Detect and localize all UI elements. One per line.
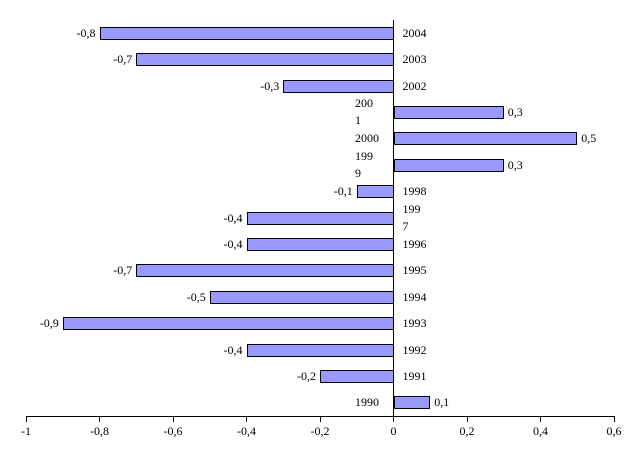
- x-tick: [246, 417, 247, 422]
- x-tick-label: 0: [390, 424, 397, 438]
- year-label-1998: 1998: [402, 184, 427, 199]
- x-tick-label: -0,2: [310, 424, 330, 438]
- value-label-2002: -0,3: [260, 78, 280, 93]
- value-label-1993: -0,9: [39, 316, 59, 331]
- year-label-2002: 2002: [402, 78, 427, 93]
- bar-2000: [393, 132, 578, 146]
- bar-2003: [136, 53, 394, 67]
- year-label-1992: 1992: [402, 342, 427, 357]
- year-label-1997: 199 7: [402, 202, 421, 233]
- value-label-1991: -0,2: [297, 368, 316, 383]
- year-label-2003: 2003: [402, 52, 427, 67]
- bar-2002: [283, 79, 394, 93]
- year-label-1994: 1994: [402, 289, 427, 304]
- year-label-1990: 1990: [355, 395, 379, 410]
- value-label-2004: -0,8: [76, 25, 96, 40]
- x-tick: [25, 417, 27, 422]
- x-tick-label: -0,6: [163, 424, 183, 438]
- value-label-2000: 0,5: [581, 131, 597, 146]
- zero-axis-line: [393, 20, 394, 416]
- value-label-1990: 0,1: [434, 395, 450, 410]
- x-tick: [540, 417, 541, 422]
- value-label-2003: -0,7: [113, 52, 133, 67]
- x-tick: [99, 417, 100, 422]
- year-label-2000: 2000: [355, 131, 379, 146]
- x-tick-label: -0,4: [237, 424, 256, 438]
- x-axis-line: [26, 416, 615, 417]
- bar-2004: [99, 26, 394, 40]
- value-label-1997: -0,4: [223, 210, 243, 225]
- bar-1991: [320, 369, 394, 383]
- bar-1998: [356, 185, 394, 199]
- value-label-1998: -0,1: [333, 184, 353, 199]
- x-tick-label: 0,4: [533, 424, 548, 438]
- x-tick-label: 0,6: [606, 424, 622, 438]
- x-tick: [172, 417, 174, 422]
- x-tick: [466, 417, 468, 422]
- bar-1993: [62, 317, 394, 331]
- year-label-1999: 199 9: [355, 149, 373, 181]
- value-label-1999: 0,3: [507, 157, 523, 172]
- value-label-1995: -0,7: [113, 263, 133, 278]
- year-label-1993: 1993: [402, 316, 427, 331]
- x-tick: [319, 417, 321, 422]
- x-tick-label: 0,2: [459, 424, 475, 438]
- bar-1996: [246, 237, 394, 251]
- x-tick-label: -1: [21, 424, 31, 438]
- x-tick: [393, 417, 394, 422]
- bar-1999: [393, 158, 504, 172]
- value-label-1992: -0,4: [223, 342, 243, 357]
- year-label-2004: 2004: [402, 25, 427, 40]
- bar-1997: [246, 211, 394, 225]
- year-label-1995: 1995: [402, 263, 427, 278]
- year-label-1991: 1991: [402, 368, 427, 383]
- x-tick: [613, 417, 615, 422]
- value-label-1994: -0,5: [186, 289, 206, 304]
- year-label-1996: 1996: [402, 236, 427, 251]
- bar-1990: [393, 396, 431, 410]
- bar-1995: [136, 264, 394, 278]
- value-label-2001: 0,3: [507, 104, 523, 119]
- bar-2001: [393, 105, 504, 119]
- bar-1992: [246, 343, 394, 357]
- bar-1994: [209, 290, 394, 304]
- value-label-1996: -0,4: [223, 236, 243, 251]
- x-tick-label: -0,8: [90, 424, 109, 438]
- year-label-2001: 200 1: [355, 96, 373, 128]
